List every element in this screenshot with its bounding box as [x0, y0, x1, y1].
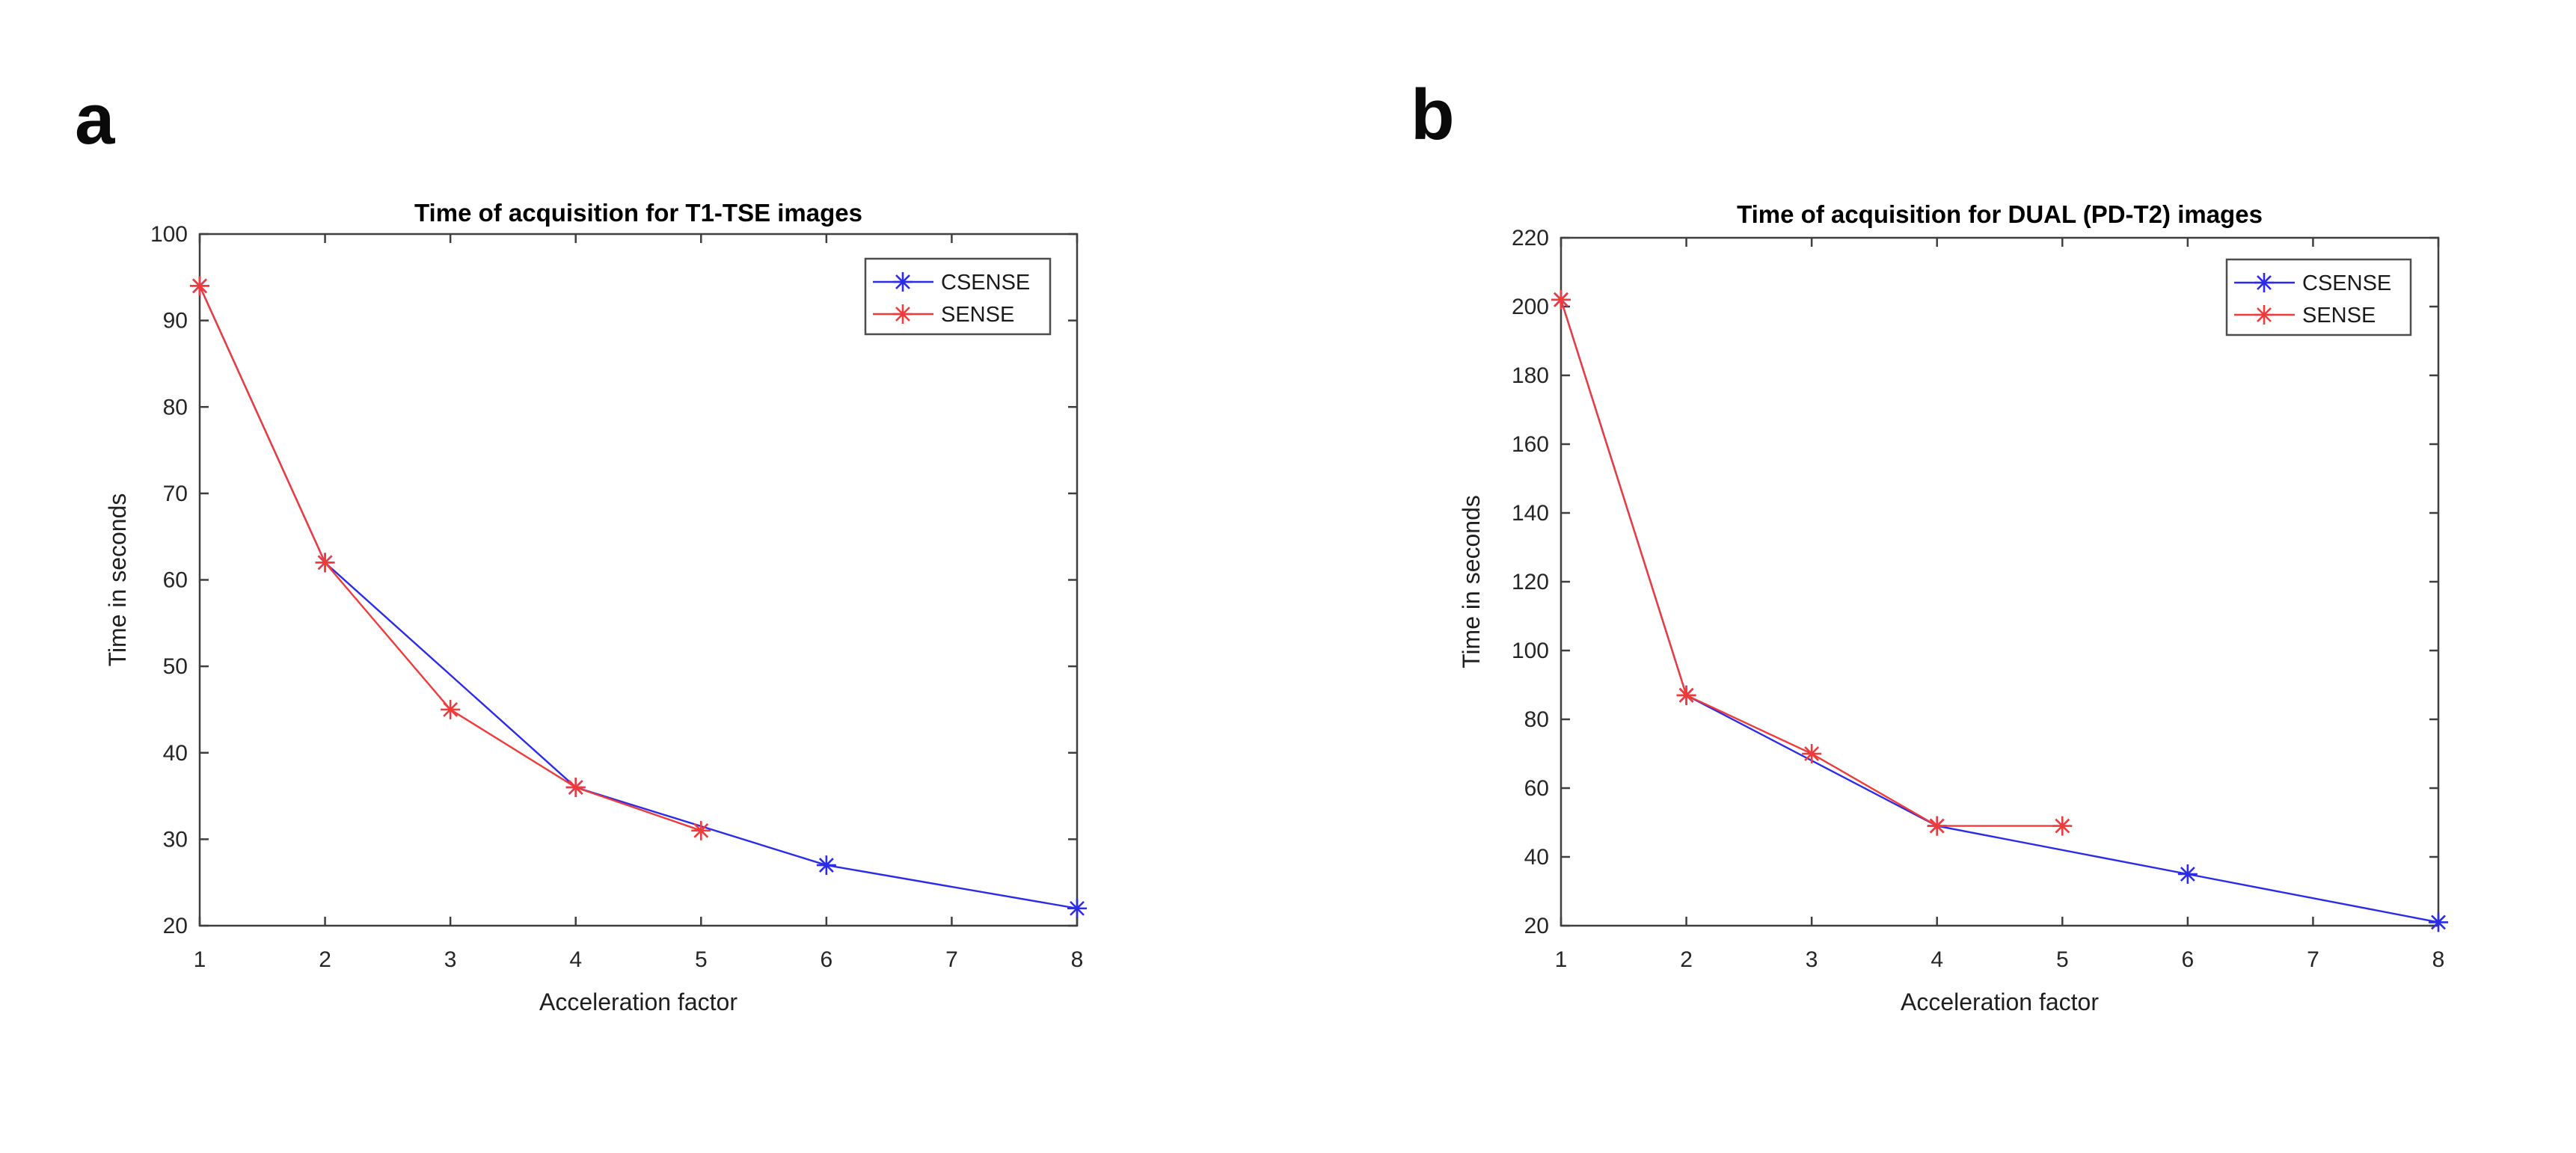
x-tick-label: 6: [821, 947, 833, 972]
sense-marker: [2052, 816, 2073, 836]
y-tick-label: 100: [1512, 639, 1549, 663]
legend-marker-sense: [893, 304, 913, 324]
sense-marker: [1927, 816, 1947, 836]
y-tick-label: 140: [1512, 501, 1549, 526]
csense-marker-stroke: [1070, 900, 1085, 916]
y-tick-label: 60: [163, 568, 188, 593]
csense-marker: [2429, 912, 2448, 932]
legend-label-csense: CSENSE: [941, 271, 1030, 295]
plot-box: [198, 233, 1079, 927]
x-axis-label: Acceleration factor: [539, 988, 737, 1015]
y-axis-label: Time in seconds: [1458, 495, 1485, 668]
legend-box: [2225, 258, 2412, 336]
sense-line: [198, 285, 702, 831]
sense-marker-stroke: [1678, 687, 1694, 703]
y-tick-label: 50: [163, 654, 188, 679]
sense-marker: [691, 820, 711, 840]
x-tick-label: 3: [444, 947, 457, 972]
x-tick-label: 4: [1931, 947, 1943, 972]
legend-label-csense: CSENSE: [2302, 271, 2391, 295]
x-axis-label: Acceleration factor: [1901, 988, 2099, 1015]
chart-a: 1 2 3 4 5 6 7 8 20 30 40 50 60 70 80 90 100 Time of acqui…: [104, 199, 1087, 1015]
y-tick-label: 220: [1512, 226, 1549, 250]
sense-marker: [1551, 289, 1571, 310]
csense-line: [1560, 299, 2439, 923]
sense-marker-stroke: [693, 823, 709, 838]
x-tick-label: 1: [1555, 947, 1568, 972]
plot-box: [1560, 236, 2440, 927]
sense-marker: [565, 778, 586, 797]
legend-marker-csense-stroke: [895, 274, 910, 289]
y-tick-label: 200: [1512, 295, 1549, 319]
x-tick-label: 3: [1806, 947, 1818, 972]
sense-marker-stroke: [443, 702, 459, 717]
x-tick-label: 5: [695, 947, 708, 972]
legend: CSENSE SENSE: [2225, 258, 2412, 336]
x-tick-label: 1: [194, 947, 206, 972]
panel-label-a: a: [75, 79, 115, 159]
chart-title: Time of acquisition for T1-TSE images: [414, 199, 862, 227]
csense-marker: [816, 855, 836, 876]
x-tick-label: 6: [2182, 947, 2195, 972]
sense-marker-stroke: [568, 780, 583, 795]
y-tick-label: 180: [1512, 363, 1549, 388]
x-tick-label: 2: [1680, 947, 1693, 972]
legend-label-sense: SENSE: [941, 303, 1014, 327]
y-tick-label: 20: [1524, 914, 1549, 938]
y-tick-label: 90: [163, 309, 188, 333]
legend-marker-csense: [2254, 273, 2274, 292]
legend-marker-sense-stroke: [2257, 307, 2272, 322]
sense-marker: [441, 699, 461, 719]
x-tick-label: 7: [2307, 947, 2319, 972]
legend-marker-sense-stroke: [895, 307, 910, 322]
x-tick-label: 4: [569, 947, 582, 972]
y-tick-label: 30: [163, 827, 188, 852]
chart-b: 1 2 3 4 5 6 7 8 20 40 60 80 100 120 140 160 180 200 220 Tim…: [1458, 200, 2448, 1015]
sense-marker: [315, 553, 335, 573]
y-tick-label: 40: [1524, 845, 1549, 870]
y-tick-label: 80: [1524, 707, 1549, 732]
y-axis-label: Time in seconds: [104, 494, 131, 667]
csense-marker: [1067, 898, 1087, 918]
x-tick-label: 5: [2056, 947, 2069, 972]
x-tick-label: 7: [945, 947, 958, 972]
csense-line: [198, 285, 1078, 910]
csense-marker-stroke: [818, 858, 834, 873]
sense-marker: [1802, 744, 1822, 763]
legend-label-sense: SENSE: [2302, 304, 2376, 328]
y-tick-label: 70: [163, 482, 188, 506]
y-tick-label: 60: [1524, 776, 1549, 801]
sense-marker-stroke: [2055, 818, 2070, 834]
y-tick-label: 20: [163, 914, 188, 938]
sense-marker: [190, 276, 209, 296]
sense-marker-stroke: [192, 278, 207, 294]
legend: CSENSE SENSE: [864, 257, 1052, 336]
x-tick-label: 8: [1071, 947, 1084, 972]
y-tick-label: 40: [163, 741, 188, 766]
sense-marker-stroke: [1554, 292, 1568, 307]
sense-marker-stroke: [1929, 818, 1945, 834]
y-tick-label: 120: [1512, 570, 1549, 594]
chart-title: Time of acquisition for DUAL (PD-T2) ima…: [1737, 200, 2263, 228]
x-tick-label: 8: [2432, 947, 2445, 972]
y-tick-label: 160: [1512, 432, 1549, 457]
csense-marker-stroke: [2180, 867, 2195, 882]
y-tick-label: 80: [163, 395, 188, 419]
legend-marker-csense: [893, 272, 913, 292]
legend-marker-csense-stroke: [2257, 275, 2272, 290]
csense-marker: [2177, 864, 2198, 884]
legend-marker-sense: [2254, 305, 2274, 325]
x-tick-label: 2: [319, 947, 331, 972]
sense-marker-stroke: [1804, 746, 1820, 761]
sense-marker-stroke: [317, 555, 333, 571]
sense-marker: [1676, 685, 1696, 705]
csense-marker-stroke: [2431, 914, 2446, 930]
panel-label-b: b: [1411, 75, 1455, 155]
y-tick-label: 100: [150, 222, 188, 247]
legend-box: [864, 257, 1052, 336]
